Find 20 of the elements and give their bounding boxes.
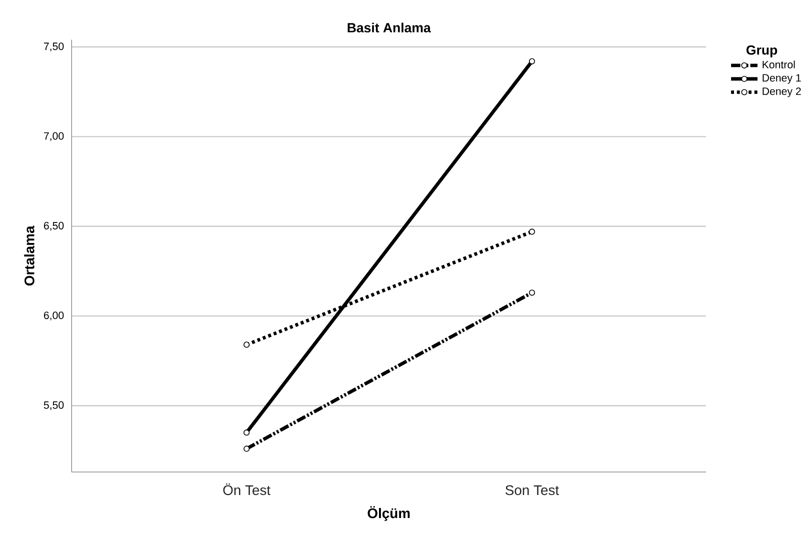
y-tick-label: 7,50 [44, 42, 64, 52]
point [528, 290, 536, 296]
y-tick-label: 7,00 [44, 132, 64, 142]
y-tick-label: 6,50 [44, 222, 64, 231]
y-tick-label: 5,50 [44, 401, 64, 410]
point [244, 342, 250, 348]
x-tick-label: Ön Test [223, 483, 270, 496]
point [244, 430, 250, 436]
y-axis-title: Ortalama [24, 226, 34, 286]
legend-label: Deney 2 [762, 88, 801, 98]
legend-label: Deney 1 [762, 74, 801, 84]
x-axis-title: Ölçüm [368, 506, 410, 521]
point [244, 446, 250, 452]
point [528, 228, 536, 235]
chart-title: Basit Anlama [348, 22, 431, 32]
legend-title: Grup [746, 45, 778, 58]
y-tick-label: 6,00 [44, 312, 64, 320]
point [528, 58, 536, 64]
x-tick-label: Son Test [506, 485, 559, 496]
legend-label: Kontrol [762, 60, 795, 68]
